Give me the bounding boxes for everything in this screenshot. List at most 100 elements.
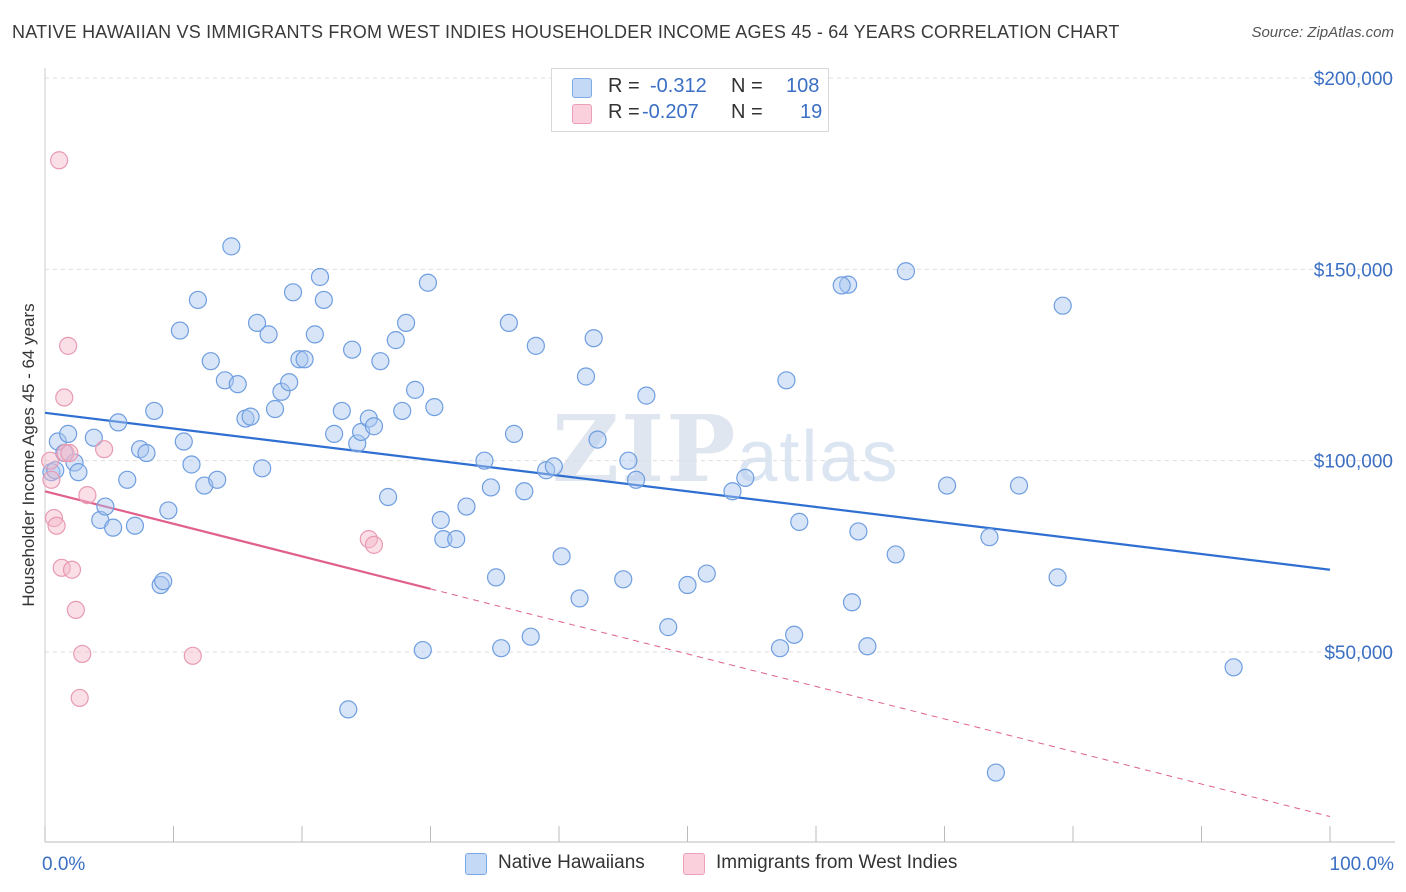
point-native-hawaiian xyxy=(839,275,858,294)
point-native-hawaiian xyxy=(348,434,367,453)
point-native-hawaiian xyxy=(576,367,596,386)
legend-r-value: -0.207 xyxy=(642,101,699,123)
point-native-hawaiian xyxy=(259,325,278,344)
point-native-hawaiian xyxy=(434,530,453,549)
point-native-hawaiian xyxy=(447,530,466,549)
legend-n-label: N = xyxy=(731,101,763,123)
y-axis-title: Householder Income Ages 45 - 64 years xyxy=(19,303,38,606)
point-west-indies xyxy=(60,443,79,463)
point-native-hawaiian xyxy=(475,451,494,470)
point-west-indies xyxy=(364,535,384,554)
point-native-hawaiian xyxy=(1009,476,1029,495)
point-native-hawaiian xyxy=(521,627,540,646)
point-west-indies xyxy=(95,440,114,459)
chart-title: NATIVE HAWAIIAN VS IMMIGRANTS FROM WEST … xyxy=(12,22,1120,42)
y-tick-label: $200,000 xyxy=(1314,69,1393,90)
point-west-indies xyxy=(55,388,74,407)
point-native-hawaiian xyxy=(396,313,416,333)
legend-n-label: N = xyxy=(731,75,763,97)
point-native-hawaiian xyxy=(332,401,351,421)
point-native-hawaiian xyxy=(222,237,241,256)
legend-n-value: 19 xyxy=(800,101,823,123)
point-native-hawaiian xyxy=(159,501,178,520)
point-native-hawaiian xyxy=(659,618,678,637)
x-tick-label: 0.0% xyxy=(42,854,85,875)
y-tick-label: $100,000 xyxy=(1314,452,1393,473)
point-west-indies xyxy=(41,451,60,470)
point-native-hawaiian xyxy=(295,350,314,369)
point-native-hawaiian xyxy=(1053,296,1072,315)
point-native-hawaiian xyxy=(228,375,247,394)
point-native-hawaiian xyxy=(247,313,267,333)
legend-label: Immigrants from West Indies xyxy=(716,852,958,873)
point-native-hawaiian xyxy=(937,476,957,495)
point-native-hawaiian xyxy=(678,575,697,595)
legend-swatch-pink xyxy=(572,104,592,124)
point-native-hawaiian xyxy=(619,451,638,470)
point-west-indies xyxy=(73,644,92,664)
point-native-hawaiian xyxy=(145,401,164,421)
point-native-hawaiian xyxy=(364,417,384,436)
point-native-hawaiian xyxy=(425,397,444,417)
point-west-indies xyxy=(66,600,85,620)
point-native-hawaiian xyxy=(305,325,324,344)
point-native-hawaiian xyxy=(481,478,500,497)
trend-line-west-indies xyxy=(44,490,431,590)
point-native-hawaiian xyxy=(777,371,796,390)
y-tick-label: $50,000 xyxy=(1324,643,1393,664)
point-native-hawaiian xyxy=(785,625,804,644)
axes xyxy=(44,68,1395,843)
point-native-hawaiian xyxy=(570,589,589,608)
point-west-indies xyxy=(47,516,66,535)
point-native-hawaiian xyxy=(253,459,272,478)
point-native-hawaiian xyxy=(980,528,999,547)
trend-line-native-hawaiians xyxy=(44,411,1331,571)
legend-swatch-blue xyxy=(572,78,592,98)
point-native-hawaiian xyxy=(265,399,285,419)
point-west-indies xyxy=(50,151,69,170)
point-native-hawaiian xyxy=(858,637,877,656)
y-tick-label: $150,000 xyxy=(1314,260,1393,281)
legend-swatch-pink xyxy=(683,853,705,875)
point-native-hawaiian xyxy=(109,413,128,432)
point-native-hawaiian xyxy=(201,352,220,371)
point-native-hawaiian xyxy=(614,570,633,589)
point-native-hawaiian xyxy=(770,639,790,658)
point-native-hawaiian xyxy=(310,267,330,287)
legend-r-value: -0.312 xyxy=(650,75,707,97)
point-west-indies xyxy=(78,486,97,505)
point-native-hawaiian xyxy=(154,572,173,591)
grid-lines xyxy=(45,77,1395,653)
point-native-hawaiian xyxy=(283,283,303,302)
point-native-hawaiian xyxy=(492,639,511,658)
point-native-hawaiian xyxy=(588,430,607,449)
point-native-hawaiian xyxy=(499,313,518,333)
point-native-hawaiian xyxy=(504,424,524,443)
point-native-hawaiian xyxy=(431,510,450,530)
legend-n-value: 108 xyxy=(786,75,820,97)
point-native-hawaiian xyxy=(314,290,333,310)
point-native-hawaiian xyxy=(208,470,227,489)
point-native-hawaiian xyxy=(290,350,309,369)
point-native-hawaiian xyxy=(96,497,115,516)
point-native-hawaiian xyxy=(1048,568,1067,587)
point-native-hawaiian xyxy=(896,262,916,281)
point-native-hawaiian xyxy=(886,545,905,564)
point-native-hawaiian xyxy=(371,352,390,371)
correlation-legend: R = -0.312 N = 108 R = -0.207 N = 19 xyxy=(551,68,829,132)
point-native-hawaiian xyxy=(280,373,299,392)
point-native-hawaiian xyxy=(418,273,438,292)
point-native-hawaiian xyxy=(272,382,291,401)
point-native-hawaiian xyxy=(104,518,123,537)
point-native-hawaiian xyxy=(526,336,545,355)
point-west-indies xyxy=(62,560,82,579)
point-native-hawaiian xyxy=(188,290,208,310)
point-native-hawaiian xyxy=(544,457,563,476)
point-native-hawaiian xyxy=(986,763,1006,782)
point-native-hawaiian xyxy=(736,468,755,487)
point-native-hawaiian xyxy=(241,407,260,426)
point-west-indies xyxy=(359,530,378,549)
point-native-hawaiian xyxy=(137,443,156,463)
point-native-hawaiian xyxy=(849,522,868,541)
